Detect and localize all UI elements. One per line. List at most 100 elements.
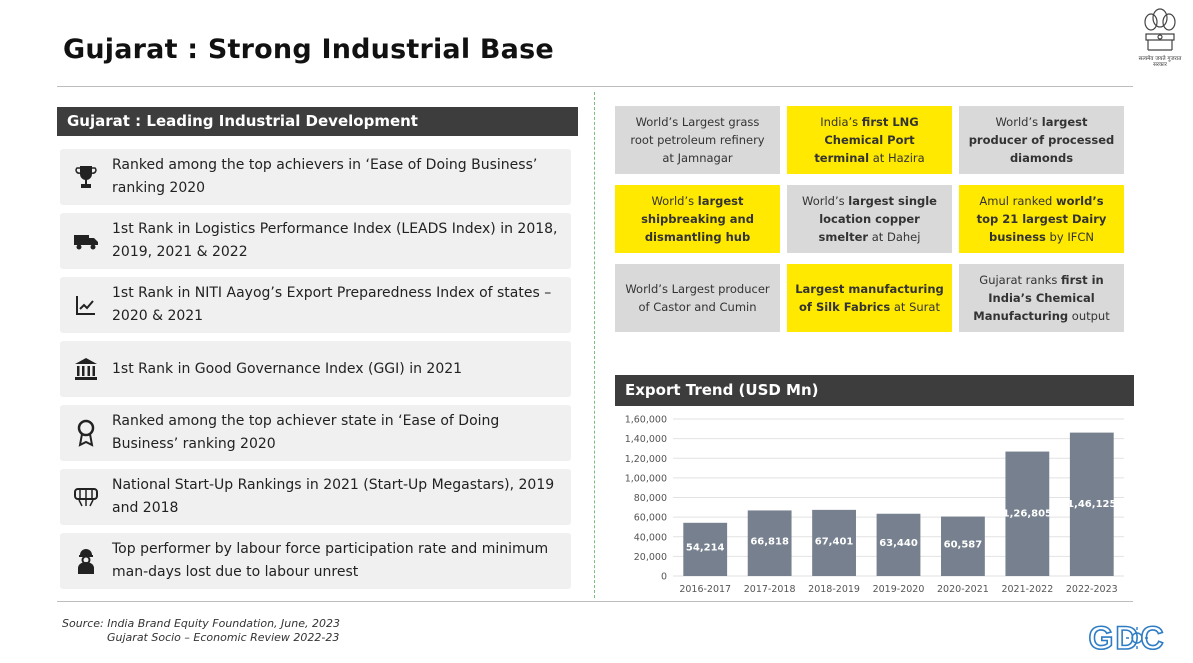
truck-icon [74,235,98,250]
bar [747,510,792,576]
x-tick-label: 2016-2017 [679,584,731,595]
highlight-card: World’s largest shipbreaking and dismant… [615,185,780,253]
highlight-text-part: first in India’s Chemical Manufacturing [973,273,1104,323]
highlight-text-part: first LNG Chemical Port terminal [814,115,919,165]
highlight-text: India’s first LNG Chemical Port terminal… [795,113,944,167]
highlight-text: Gujarat ranks first in India’s Chemical … [967,271,1116,325]
highlight-text-part: largest single location copper smelter [818,194,937,244]
emblem-caption: सत्यमेव जयते गुजरात सरकार [1138,56,1182,68]
highlight-card: Largest manufacturing of Silk Fabrics at… [787,264,952,332]
highlight-text-part: World’s Largest grass root petroleum ref… [630,115,765,165]
highlight-text: Largest manufacturing of Silk Fabrics at… [795,280,944,316]
x-tick-label: 2017-2018 [744,584,796,595]
highlight-card: World’s largest producer of processed di… [959,106,1124,174]
y-tick-label: 1,00,000 [625,473,667,484]
x-tick-label: 2019-2020 [873,584,925,595]
highlight-text-part: India’s [820,115,862,129]
achievements-list: Ranked among the top achievers in ‘Ease … [60,149,571,597]
highlight-text-part: at Hazira [869,151,925,165]
trophy-icon [75,166,97,188]
bar-value-label: 1,26,805 [1003,508,1052,519]
bar [1069,432,1114,576]
page-title: Gujarat : Strong Industrial Base [63,34,554,65]
highlight-card: Gujarat ranks first in India’s Chemical … [959,264,1124,332]
x-tick-label: 2020-2021 [937,584,989,595]
highlight-text-part: World’s [995,115,1042,129]
highlight-text-part: largest producer of processed diamonds [968,115,1115,165]
bar-value-label: 1,46,125 [1067,499,1116,510]
highlight-text: World’s Largest grass root petroleum ref… [623,113,772,167]
section-divider [594,92,595,598]
highlight-text: Amul ranked world’s top 21 largest Dairy… [967,192,1116,246]
bar [683,522,728,576]
bar [812,509,856,576]
y-tick-label: 20,000 [634,552,667,563]
highlight-text: World’s largest producer of processed di… [967,113,1116,167]
list-item-text: Ranked among the top achievers in ‘Ease … [112,157,538,196]
export-trend-chart: 0 20,000 40,000 60,000 80,000 1,00,000 1,20,00… [625,415,1124,595]
highlight-card: Amul ranked world’s top 21 largest Dairy… [959,185,1124,253]
x-tick-label: 2021-2022 [1001,584,1053,595]
highlight-text-part: World’s Largest producer of Castor and C… [625,282,770,314]
highlight-text: World’s largest shipbreaking and dismant… [623,192,772,246]
y-tick-label: 1,60,000 [625,415,667,426]
highlight-card: World’s Largest producer of Castor and C… [615,264,780,332]
highlight-text-part: World’s [802,194,849,208]
y-tick-label: 40,000 [634,532,667,543]
footer-divider [57,601,1133,602]
list-item: Ranked among the top achiever state in ‘… [60,405,571,461]
list-item-text: Ranked among the top achiever state in ‘… [112,413,500,452]
source-line-1: Source: India Brand Equity Foundation, J… [62,617,340,630]
highlight-text: World’s Largest producer of Castor and C… [623,280,772,316]
highlight-text-part: Amul ranked [979,194,1056,208]
highlight-text-part: by IFCN [1045,230,1094,244]
bar [1005,451,1050,576]
highlight-text-part: largest shipbreaking and dismantling hub [641,194,754,244]
award-ribbon-icon [77,419,95,447]
government-building-icon [75,358,97,380]
highlight-text-part: World’s [651,194,698,208]
worker-icon [78,549,94,574]
bar-value-label: 67,401 [815,536,854,547]
highlight-card: World’s Largest grass root petroleum ref… [615,106,780,174]
highlight-text-part: Gujarat ranks [979,273,1062,287]
list-item-text: 1st Rank in NITI Aayog’s Export Prepared… [112,285,552,324]
list-item: Top performer by labour force participat… [60,533,571,589]
list-item-text: National Start-Up Rankings in 2021 (Star… [112,477,555,516]
bar-value-label: 54,214 [686,542,725,553]
title-divider [57,86,1133,87]
highlight-text-part: world’s top 21 largest Dairy business [976,194,1107,244]
highlight-card: India’s first LNG Chemical Port terminal… [787,106,952,174]
highlight-text-part: at Surat [890,300,940,314]
bar-value-label: 63,440 [879,538,918,549]
highlights-grid: World’s Largest grass root petroleum ref… [615,106,1125,332]
list-item-text: 1st Rank in Logistics Performance Index … [112,221,558,260]
y-tick-label: 1,20,000 [625,454,667,465]
state-emblem-icon [1144,8,1176,51]
highlight-text-part: Largest manufacturing of Silk Fabrics [795,282,944,314]
list-item: 1st Rank in Logistics Performance Index … [60,213,571,269]
highlight-text-part: output [1068,309,1110,323]
highlight-text: World’s largest single location copper s… [795,192,944,246]
highlight-card: World’s largest single location copper s… [787,185,952,253]
startup-handshake-icon [74,488,98,507]
chart-header: Export Trend (USD Mn) [615,375,1134,406]
bar-value-label: 66,818 [750,537,789,548]
source-line-2: Gujarat Socio – Economic Review 2022-23 [107,631,340,644]
list-item: National Start-Up Rankings in 2021 (Star… [60,469,571,525]
list-item: Ranked among the top achievers in ‘Ease … [60,149,571,205]
list-item-text: Top performer by labour force participat… [112,541,549,580]
source-note: Source: India Brand Equity Foundation, J… [62,617,340,645]
x-tick-label: 2018-2019 [808,584,860,595]
highlight-text-part: at Dahej [868,230,921,244]
left-section-header: Gujarat : Leading Industrial Development [57,107,578,136]
x-tick-label: 2022-2023 [1066,584,1118,595]
gdc-logo: GDC [1088,619,1165,657]
trend-chart-icon [76,296,95,315]
bar [876,513,921,576]
y-tick-label: 60,000 [634,513,667,524]
list-item: 1st Rank in NITI Aayog’s Export Prepared… [60,277,571,333]
bar-value-label: 60,587 [944,539,983,550]
bar [941,516,985,576]
y-tick-label: 80,000 [634,493,667,504]
